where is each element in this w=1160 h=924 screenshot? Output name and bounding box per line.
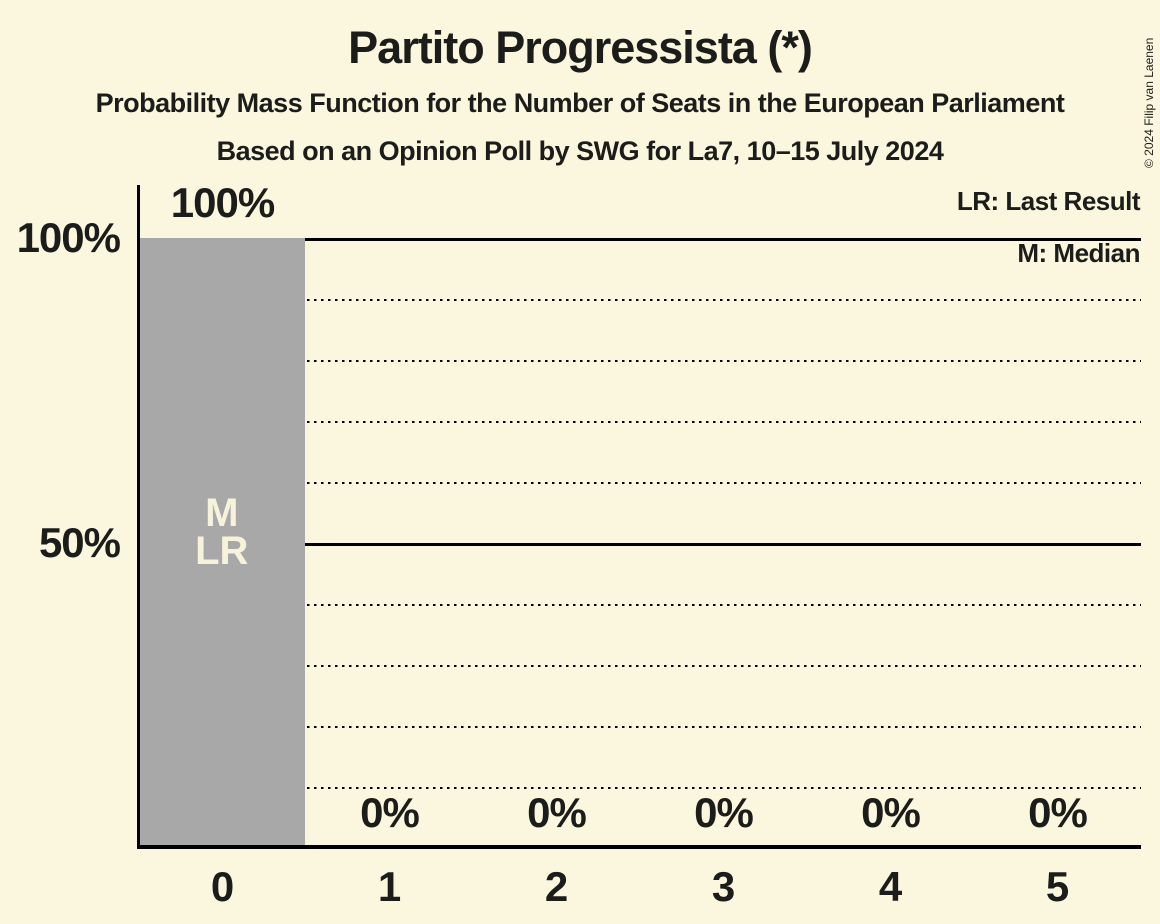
value-label-3: 0%: [694, 789, 754, 836]
gridline-dotted-40: [139, 604, 1141, 607]
x-axis-label-3: 3: [711, 863, 736, 910]
y-axis-line: [137, 185, 140, 849]
gridline-dotted-10: [139, 787, 1141, 790]
value-label-5: 0%: [1028, 789, 1088, 836]
y-tick-label-100: 100%: [16, 214, 121, 261]
gridline-dotted-30: [139, 665, 1141, 668]
gridline-dotted-60: [139, 482, 1141, 485]
bar-annotation-line: LR: [195, 529, 249, 573]
chart-title: Partito Progressista (*): [348, 22, 813, 73]
bar-seats-0: M LR: [139, 238, 305, 848]
legend-median: M: Median: [1017, 238, 1140, 268]
plot-area: M LR 100% 0% 0% 0% 0% 0%: [139, 182, 1141, 848]
x-axis-label-1: 1: [377, 863, 402, 910]
x-axis-line: [137, 845, 1141, 849]
x-axis-label-2: 2: [544, 863, 569, 910]
gridline-solid-100: [139, 238, 1141, 241]
gridline-dotted-20: [139, 726, 1141, 729]
x-axis-label-5: 5: [1045, 863, 1070, 910]
x-axis-label-4: 4: [878, 863, 903, 910]
gridline-dotted-90: [139, 299, 1141, 302]
gridline-dotted-70: [139, 421, 1141, 424]
chart-subtitle: Probability Mass Function for the Number…: [95, 88, 1065, 118]
value-label-0: 100%: [170, 179, 275, 226]
value-label-4: 0%: [861, 789, 921, 836]
chart-source-line: Based on an Opinion Poll by SWG for La7,…: [216, 136, 944, 166]
gridline-dotted-80: [139, 360, 1141, 363]
copyright-notice: © 2024 Filip van Laenen: [1142, 37, 1156, 168]
legend-last-result: LR: Last Result: [956, 186, 1141, 216]
y-tick-label-50: 50%: [38, 519, 121, 566]
gridline-solid-50: [139, 543, 1141, 546]
bar-annotation-median-last-result: M LR: [139, 491, 305, 573]
value-label-1: 0%: [360, 789, 420, 836]
bar-annotation-line: M: [205, 491, 239, 535]
value-label-2: 0%: [527, 789, 587, 836]
x-axis-label-0: 0: [210, 863, 235, 910]
